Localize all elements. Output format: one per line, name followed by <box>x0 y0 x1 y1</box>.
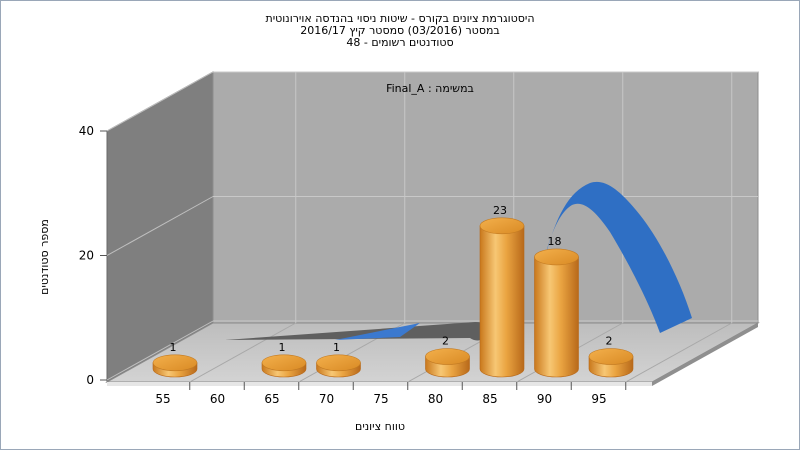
curve-shadow <box>225 322 492 341</box>
x-tick-label: 90 <box>537 392 552 406</box>
bar-value-label: 1 <box>333 341 340 354</box>
bar-value-label: 2 <box>442 335 449 348</box>
x-tick-label: 55 <box>155 392 170 406</box>
y-axis-label: מספר סטודנטים <box>38 219 51 295</box>
bar-value-label: 18 <box>548 235 562 248</box>
floor-front-edge <box>107 382 652 386</box>
x-tick-label: 80 <box>428 392 443 406</box>
x-tick-label: 95 <box>591 392 606 406</box>
bar-cap <box>316 354 361 372</box>
bar <box>479 217 525 378</box>
gridline-side <box>106 71 214 132</box>
x-tick-label: 75 <box>373 392 388 406</box>
fit-curve-layer <box>225 181 692 341</box>
bar <box>588 348 634 378</box>
bar <box>534 248 579 378</box>
gridline-side <box>106 320 214 381</box>
chart-title-line-1: היסטוגרמת ציונים בקורס - שיטות ניסוי בהנ… <box>265 12 535 25</box>
bar-layer <box>152 217 634 378</box>
gridline-floor <box>625 322 732 383</box>
y-tick-label: 20 <box>79 249 94 263</box>
bar-cap <box>261 354 307 372</box>
x-tick-label: 60 <box>210 392 225 406</box>
bar-cap <box>425 348 470 365</box>
bar <box>261 354 307 378</box>
gridline-side <box>106 196 214 256</box>
bar-cap <box>588 348 634 365</box>
fit-curve <box>535 181 692 333</box>
bar-cap <box>479 217 525 235</box>
bar-body <box>534 256 579 378</box>
x-axis-label: טווח ציונים <box>355 420 405 433</box>
x-tick-label: 65 <box>264 392 279 406</box>
bar-value-label: 2 <box>606 335 613 348</box>
chart-title-line-2: במסטר (03/2016) סמסטר קיץ 2016/17 <box>300 24 500 37</box>
bar-cap <box>152 354 198 372</box>
series-annotation: במשימה : Final_A <box>386 82 474 95</box>
bar-cap <box>534 248 579 266</box>
y-tick-label: 0 <box>86 373 94 387</box>
bar-value-label: 23 <box>493 204 507 217</box>
curve-low-segment <box>335 323 420 340</box>
chart-title-line-3: סטודנטים רשומים - 48 <box>346 36 454 49</box>
bar <box>152 354 198 378</box>
y-tick-label: 40 <box>79 124 94 138</box>
bar-value-label: 1 <box>170 341 177 354</box>
gridline-floor <box>189 322 296 383</box>
bar-value-label: 1 <box>279 341 286 354</box>
bar-body <box>479 225 525 378</box>
x-tick-label: 70 <box>319 392 334 406</box>
floor-right-edge <box>652 323 758 386</box>
x-tick-label: 85 <box>482 392 497 406</box>
bar <box>316 354 361 378</box>
bar <box>425 348 470 378</box>
